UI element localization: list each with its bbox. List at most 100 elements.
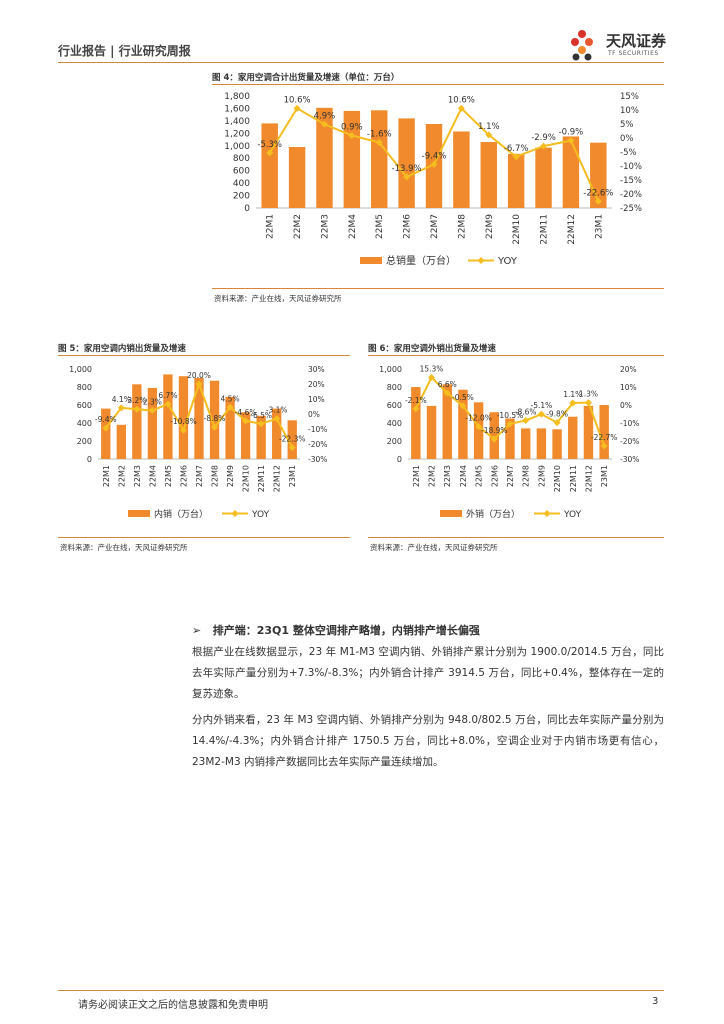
data-label: 6.6% [438,380,457,389]
x-tick-label: 22M8 [522,465,531,487]
x-tick-label: 22M6 [179,465,188,487]
bar [178,376,189,459]
yoy-point [179,426,187,434]
y-tick-label: 600 [77,401,92,410]
yoy-point [553,419,561,427]
figure-5-top-rule [58,355,350,356]
bar [101,408,111,459]
data-label: -12.0% [465,414,492,423]
legend-line-label: YOY [251,510,270,520]
yoy-point [459,402,467,410]
y2-tick-label: 20% [308,380,325,389]
data-label: -2.9% [531,133,556,143]
yoy-point [293,104,301,112]
y-tick-label: 1,000 [224,142,250,152]
data-label: 4.1% [112,395,131,404]
x-tick-label: 22M7 [195,465,204,487]
y2-tick-label: -30% [620,455,639,464]
bar [272,408,282,459]
x-tick-label: 22M3 [320,214,330,239]
figure-6-chart: 0 200 400 600 800 1,000 -30% -20% -10% 0% 10% 20% -2… [379,364,639,520]
yoy-point [257,420,265,428]
x-tick-label: 22M6 [403,214,413,239]
bar [458,389,468,459]
bar [480,142,497,208]
data-label: -0.5% [452,393,474,402]
bar [371,110,388,208]
bar [453,131,470,208]
legend-bar-swatch [360,257,382,264]
x-tick-label: 22M12 [567,214,577,245]
data-label: -9.4% [95,415,117,424]
x-tick-label: 22M1 [102,465,111,487]
data-label: 4.9% [314,111,336,121]
yoy-point [348,131,356,139]
bar [411,387,421,459]
x-tick-label: 22M6 [490,465,499,487]
section-bullet-icon: ➢ [192,624,202,637]
figure-5-source: 资料来源：产业在线，天风证券研究所 [60,543,188,552]
data-label: -22.3% [279,434,306,443]
bar [256,415,266,459]
y2-tick-label: -15% [620,176,642,186]
bar [116,424,126,459]
yoy-point [537,410,545,418]
y2-tick-label: -20% [620,437,639,446]
legend-line-label: YOY [563,510,582,520]
y-tick-label: 400 [77,419,92,428]
yoy-point [195,380,203,388]
legend-bar-swatch [440,510,462,517]
bar [505,418,515,459]
data-label: -6.5% [250,411,272,420]
y-tick-label: 200 [387,437,402,446]
section-title-text: 排产端：23Q1 整体空调排产略增，内销排产增长偏强 [212,624,480,637]
figure-5-bottom-rule [58,537,350,538]
data-label: 0.9% [341,122,363,132]
figure-4-bottom-rule [212,288,664,289]
y-tick-label: 400 [233,179,250,189]
yoy-point [288,443,296,451]
data-label: -3.1% [266,406,288,415]
bar [473,402,484,459]
legend-bar-label: 总销量（万台） [386,254,456,267]
footer-disclaimer: 请务必阅读正文之后的信息披露和免责申明 [78,1000,268,1011]
x-tick-label: 22M5 [375,214,385,239]
y2-tick-label: 10% [308,395,325,404]
x-tick-label: 22M1 [266,214,276,239]
x-tick-label: 22M11 [569,465,578,492]
yoy-point [375,138,383,146]
footer-divider [58,990,664,991]
yoy-point [506,420,514,428]
data-label: -18.9% [481,426,508,435]
data-label: 1.1% [563,390,582,399]
x-tick-label: 23M1 [600,465,609,487]
company-logo-subtext: TF SECURITIES [608,50,659,57]
data-label: -8.8% [204,414,226,423]
y2-tick-label: 30% [308,365,325,374]
figure-6-top-rule [368,355,664,356]
bar [163,374,173,459]
data-label: 6.7% [158,391,177,400]
x-tick-label: 22M2 [117,465,126,487]
y2-tick-label: 10% [620,106,639,116]
bar [240,412,251,459]
x-tick-label: 23M1 [594,214,604,239]
bar [552,429,562,459]
x-tick-label: 22M11 [540,214,550,245]
bar [288,147,306,208]
bar [316,107,333,208]
bar [520,428,531,459]
x-tick-label: 23M1 [288,465,297,487]
y-tick-label: 1,600 [224,104,250,114]
figure-6-source: 资料来源：产业在线，天风证券研究所 [370,543,498,552]
bar [562,136,580,208]
figure-6-title: 图 6：家用空调外销出货量及增速 [368,344,496,354]
figure-4-top-rule [212,84,664,85]
yoy-point [600,442,608,450]
bar [568,416,578,459]
data-label: -6.7% [504,144,529,154]
data-label: -2.1% [405,396,427,405]
data-label: 10.6% [448,95,475,105]
bar [398,118,415,208]
figure-6-bottom-rule [368,537,664,538]
